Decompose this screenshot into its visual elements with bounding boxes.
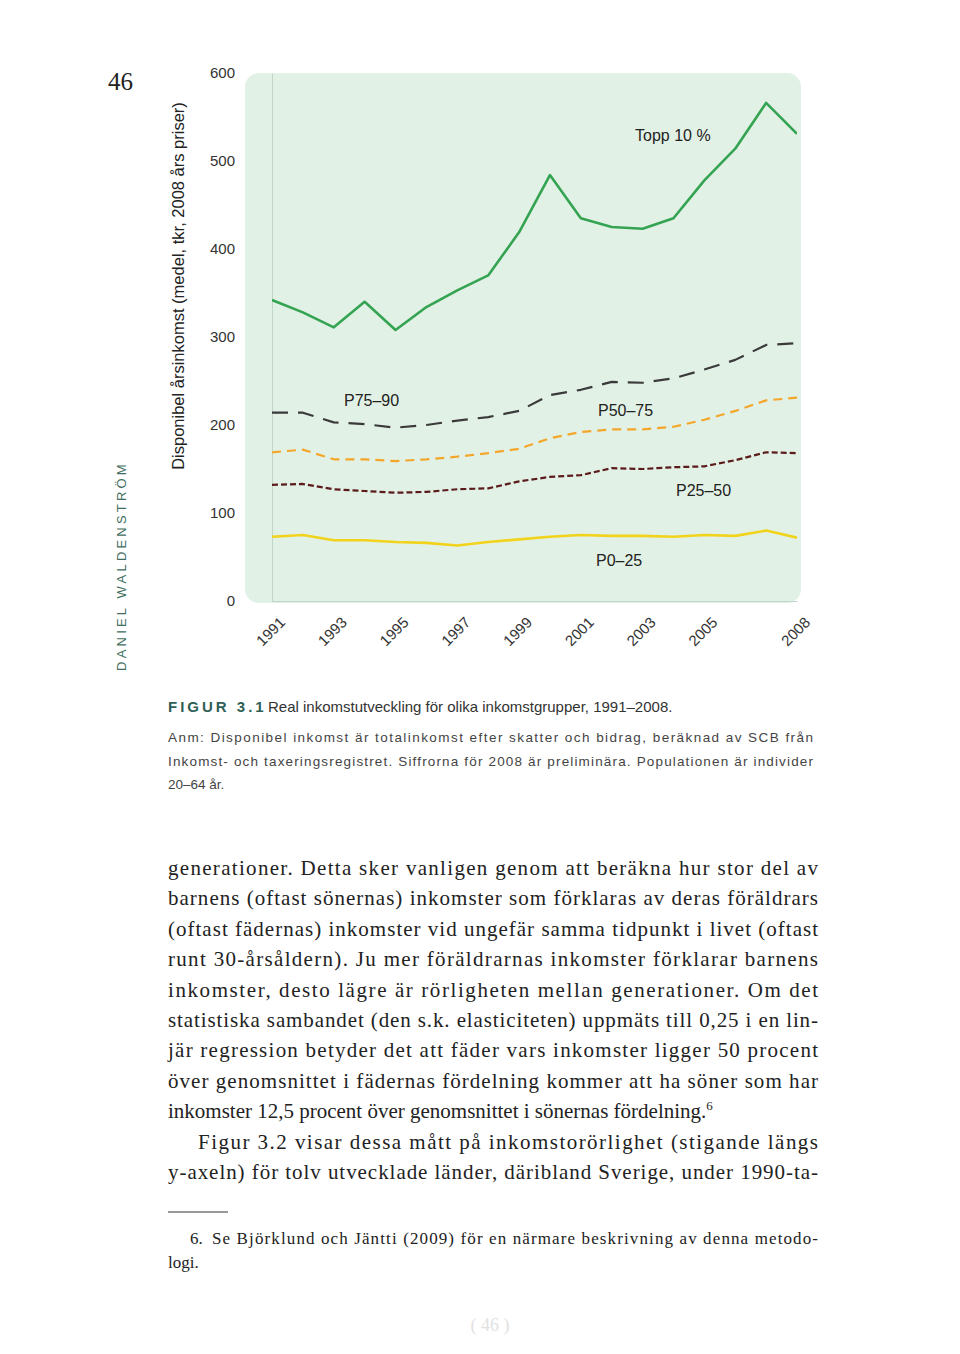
x-axis-line <box>273 601 798 602</box>
body-text: barnens (oftast sönernas) inkomster som … <box>168 886 818 910</box>
y-tick: 200 <box>210 416 272 433</box>
y-tick-label: 600 <box>210 64 235 81</box>
y-tick: 0 <box>227 592 272 609</box>
body-text: inkomster, desto lägre är rörligheten me… <box>168 978 818 1002</box>
y-tick-label: 300 <box>210 328 235 345</box>
y-tick: 500 <box>210 152 272 169</box>
body-text: jär regression betyder det att fäder var… <box>167 1038 818 1062</box>
body-line: Figur 3.2 visar dessa mått på inkomstorö… <box>198 1130 818 1154</box>
x-tick-label: 1991 <box>253 614 289 650</box>
body-line: generationer. Detta sker vanligen genom … <box>168 856 818 880</box>
x-tick-label: 1993 <box>314 614 350 650</box>
series-line <box>272 103 797 330</box>
x-tick: 1995 <box>376 601 412 649</box>
y-tick: 400 <box>210 240 272 257</box>
page-number: 46 <box>108 68 133 95</box>
footnote-rule <box>168 1212 228 1213</box>
y-tick-label: 0 <box>227 592 235 609</box>
y-tick: 300 <box>210 328 272 345</box>
body-line: (oftast fädernas) inkomster vid ungefär … <box>168 917 818 941</box>
body-text: (oftast fädernas) inkomster vid ungefär … <box>168 917 818 941</box>
page-footer: ( 46 ) <box>471 1315 510 1336</box>
y-axis-line <box>272 74 273 602</box>
body-line: barnens (oftast sönernas) inkomster som … <box>168 886 818 910</box>
x-tick-label: 2008 <box>778 614 814 650</box>
body-line: y-axeln) för tolv utvecklade länder, där… <box>168 1160 818 1184</box>
body-text: generationer. Detta sker vanligen genom … <box>168 856 818 880</box>
figure-label: FIGUR 3.1 <box>168 698 267 715</box>
figure-note: Anm: Disponibel inkomst är totalinkomst … <box>168 730 813 745</box>
x-tick-label: 2003 <box>623 614 659 650</box>
figure-note: Inkomst- och taxeringsregistret. Siffror… <box>168 754 813 769</box>
figure-title: Real inkomstutveckling för olika inkomst… <box>268 698 672 715</box>
body-line: statistiska sambandet (den s.k. elastici… <box>168 1008 818 1032</box>
series-line <box>272 531 797 546</box>
body-text: y-axeln) för tolv utvecklade länder, där… <box>168 1160 818 1184</box>
x-tick: 2008 <box>778 601 814 649</box>
x-tick: 1997 <box>438 601 474 649</box>
body-text: över genomsnittet i fädernas fördelning … <box>168 1069 818 1093</box>
footnote-line: logi. <box>168 1253 199 1272</box>
series-label: P25–50 <box>676 482 731 499</box>
body-line: över genomsnittet i fädernas fördelning … <box>168 1069 818 1093</box>
series-label: P0–25 <box>596 552 642 569</box>
x-tick-label: 2005 <box>685 614 721 650</box>
x-tick-label: 2001 <box>561 614 597 650</box>
page-background <box>0 0 960 1354</box>
y-tick: 600 <box>210 64 272 81</box>
x-tick: 2005 <box>685 601 721 649</box>
x-tick: 1999 <box>500 601 536 649</box>
y-tick: 100 <box>210 504 272 521</box>
body-text: runt 30-årsåldern). Ju mer föräldrarnas … <box>168 947 818 971</box>
x-tick-label: 1995 <box>376 614 412 650</box>
x-axis: 1991 1993 1995 1997 1999 2001 2003 2005 2008 <box>253 601 814 649</box>
body-line: jär regression betyder det att fäder var… <box>167 1038 818 1062</box>
x-tick: 2003 <box>623 601 659 649</box>
series-label: Topp 10 % <box>635 127 711 144</box>
footnote-line: Se Björklund och Jäntti (2009) för en nä… <box>212 1229 818 1248</box>
chart-background <box>245 73 801 603</box>
body-text: Figur 3.2 visar dessa mått på inkomstorö… <box>198 1130 818 1154</box>
body-text: inkomster 12,5 procent över genomsnittet… <box>168 1099 706 1123</box>
footnote-ref: 6 <box>706 1098 713 1113</box>
x-tick-label: 1997 <box>438 614 474 650</box>
y-tick-label: 500 <box>210 152 235 169</box>
footnote-number: 6. <box>190 1229 203 1248</box>
figure-note: 20–64 år. <box>168 777 224 792</box>
plot-marks <box>272 103 797 546</box>
x-tick-label: 1999 <box>500 614 536 650</box>
y-tick-label: 200 <box>210 416 235 433</box>
x-tick: 1991 <box>253 601 289 649</box>
page: 46 DANIEL WALDENSTRÖM ( 46 ) 0 100 200 300 400 5… <box>0 0 960 1354</box>
body-line: inkomster, desto lägre är rörligheten me… <box>168 978 818 1002</box>
x-tick: 1993 <box>314 601 350 649</box>
y-tick-label: 100 <box>210 504 235 521</box>
series-label: P50–75 <box>598 402 653 419</box>
y-axis: 0 100 200 300 400 500 600 <box>210 64 273 609</box>
body-line: runt 30-årsåldern). Ju mer föräldrarnas … <box>168 947 818 971</box>
body-text: statistiska sambandet (den s.k. elastici… <box>168 1008 818 1032</box>
y-tick-label: 400 <box>210 240 235 257</box>
y-axis-title: Disponibel årsinkomst (medel, tkr, 2008 … <box>169 102 187 470</box>
x-tick: 2001 <box>561 601 597 649</box>
body-line: inkomster 12,5 procent över genomsnittet… <box>168 1098 713 1123</box>
running-author: DANIEL WALDENSTRÖM <box>114 461 129 671</box>
series-label: P75–90 <box>344 392 399 409</box>
